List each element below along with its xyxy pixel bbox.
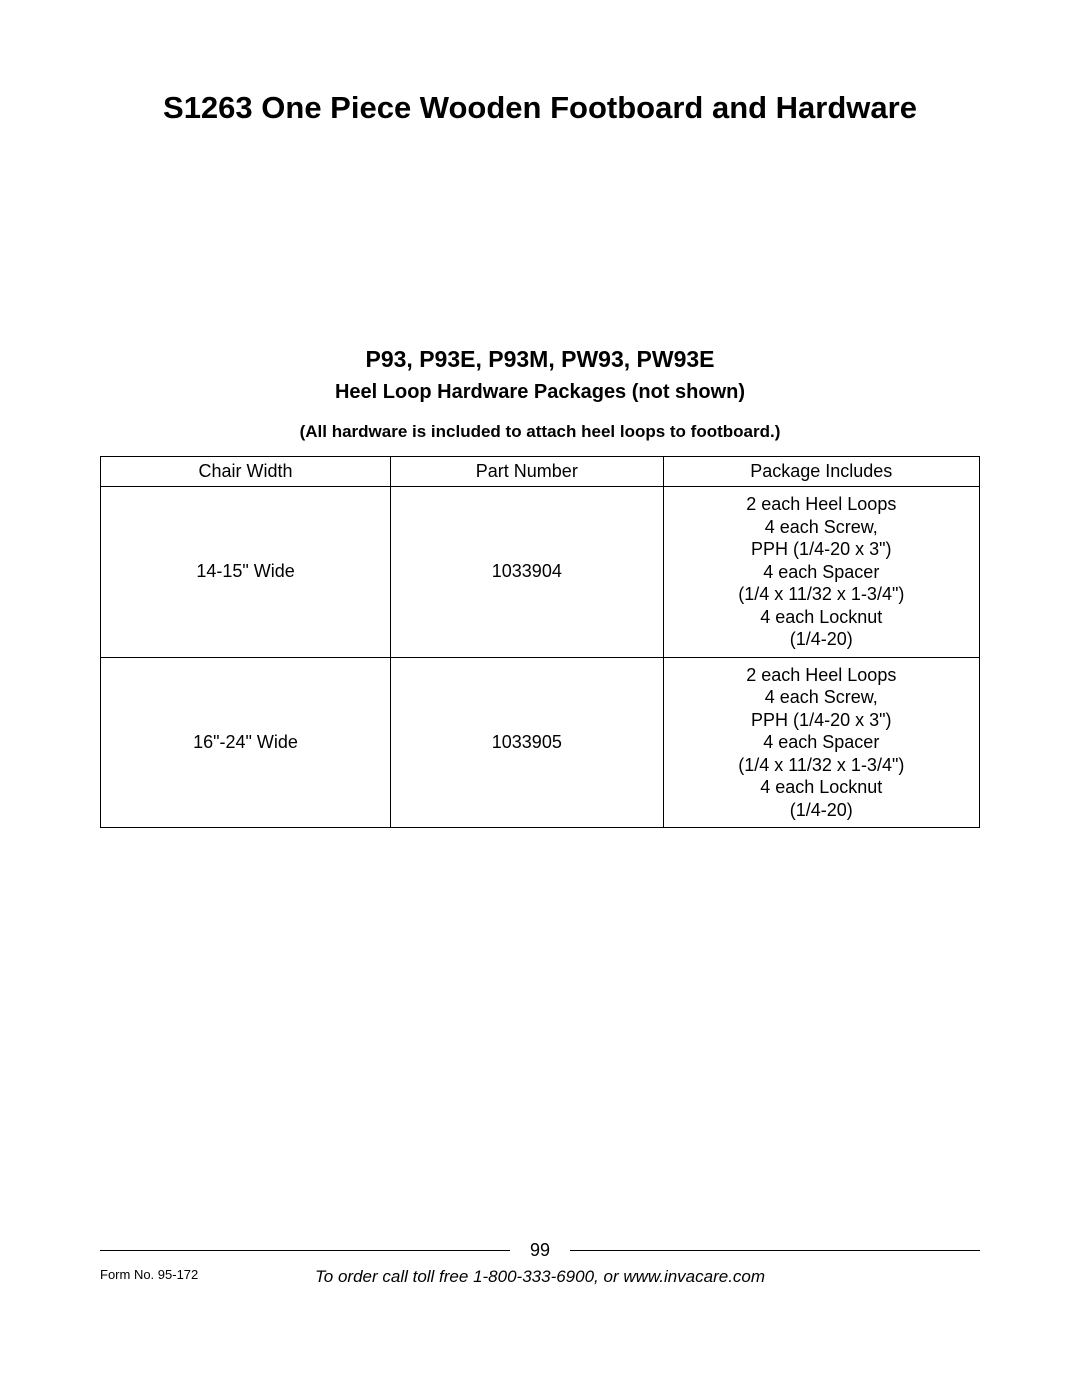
page-title: S1263 One Piece Wooden Footboard and Har… — [100, 90, 980, 126]
order-text: To order call toll free 1-800-333-6900, … — [315, 1267, 765, 1286]
section-title: Heel Loop Hardware Packages (not shown) — [100, 381, 980, 404]
cell-part-number: 1033904 — [391, 487, 663, 658]
col-package-includes: Package Includes — [663, 457, 979, 487]
cell-package-includes: 2 each Heel Loops 4 each Screw, PPH (1/4… — [663, 487, 979, 658]
col-part-number: Part Number — [391, 457, 663, 487]
hardware-table: Chair Width Part Number Package Includes… — [100, 456, 980, 828]
cell-chair-width: 14-15" Wide — [101, 487, 391, 658]
page-footer: 99 Form No. 95-172 To order call toll fr… — [0, 1240, 1080, 1287]
footer-rule-left — [100, 1250, 510, 1251]
footer-rule-row: 99 — [100, 1240, 980, 1261]
hardware-note: (All hardware is included to attach heel… — [100, 422, 980, 442]
page-number: 99 — [526, 1240, 554, 1261]
footer-bottom: Form No. 95-172 To order call toll free … — [100, 1267, 980, 1287]
cell-part-number: 1033905 — [391, 657, 663, 828]
table-row: 16"-24" Wide 1033905 2 each Heel Loops 4… — [101, 657, 980, 828]
model-subtitle: P93, P93E, P93M, PW93, PW93E — [100, 346, 980, 373]
cell-package-includes: 2 each Heel Loops 4 each Screw, PPH (1/4… — [663, 657, 979, 828]
table-row: 14-15" Wide 1033904 2 each Heel Loops 4 … — [101, 487, 980, 658]
cell-chair-width: 16"-24" Wide — [101, 657, 391, 828]
table-header-row: Chair Width Part Number Package Includes — [101, 457, 980, 487]
page: S1263 One Piece Wooden Footboard and Har… — [0, 0, 1080, 1397]
footer-rule-right — [570, 1250, 980, 1251]
form-number: Form No. 95-172 — [100, 1267, 198, 1282]
col-chair-width: Chair Width — [101, 457, 391, 487]
